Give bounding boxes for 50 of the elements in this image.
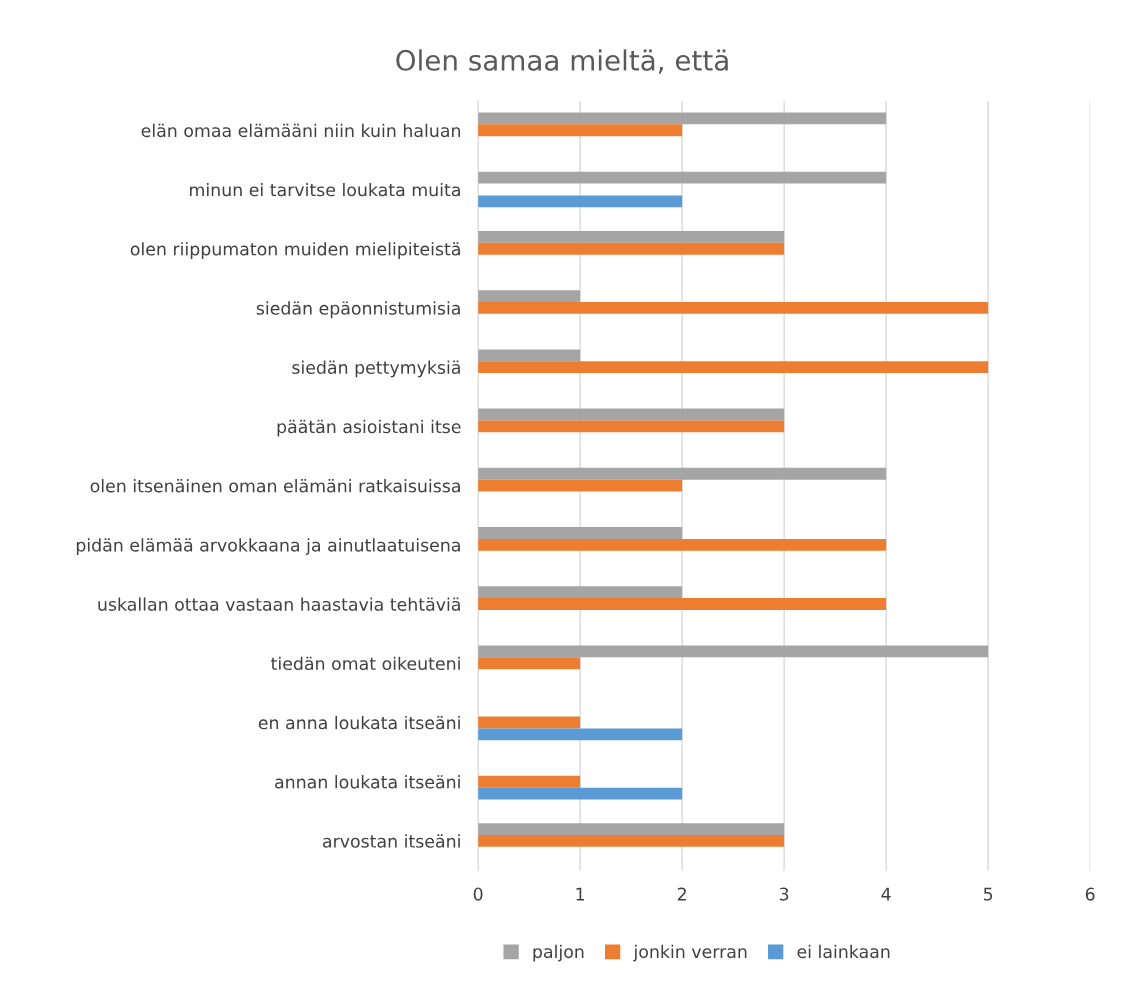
x-tick-label: 2 xyxy=(677,887,686,901)
y-tick-label: olen itsenäinen oman elämäni ratkaisuissa xyxy=(90,479,460,493)
bar xyxy=(478,112,887,125)
bar xyxy=(478,823,785,835)
bar xyxy=(478,645,989,658)
y-tick-label: siedän epäonnistumisia xyxy=(256,301,460,319)
bar xyxy=(478,538,887,551)
y-tick-label: elän omaa elämääni niin kuin haluan xyxy=(141,123,460,138)
bar xyxy=(478,420,785,433)
chart-title: Olen samaa mieltä, että xyxy=(396,49,728,74)
bar xyxy=(478,171,887,184)
y-tick-label: en anna loukata itseäni xyxy=(258,715,460,730)
bar xyxy=(478,408,785,421)
x-tick-label: 1 xyxy=(576,887,585,901)
bar xyxy=(478,835,785,847)
x-tick-label: 0 xyxy=(473,887,483,901)
bar xyxy=(478,195,683,208)
bar xyxy=(478,716,581,729)
y-tick-label: siedän pettymyksiä xyxy=(292,360,460,378)
y-tick-label: annan loukata itseäni xyxy=(275,775,460,789)
y-tick-label: olen riippumaton muiden mielipiteistä xyxy=(130,242,460,259)
x-tick-label: 4 xyxy=(881,887,891,901)
bar xyxy=(478,302,989,314)
x-tick-label: 6 xyxy=(1085,887,1095,901)
y-tick-label: tiedän omat oikeuteni xyxy=(271,656,460,671)
bar xyxy=(478,775,581,788)
bar xyxy=(478,349,581,362)
y-tick-label: päätän asioistani itse xyxy=(277,419,461,437)
bar xyxy=(478,242,785,255)
bar xyxy=(478,787,683,800)
bar xyxy=(478,657,581,670)
y-tick-label: minun ei tarvitse loukata muita xyxy=(190,182,460,197)
x-tick-label: 3 xyxy=(779,887,789,901)
bar xyxy=(478,467,887,480)
bar xyxy=(478,124,683,137)
bar xyxy=(478,586,683,599)
bar xyxy=(478,290,581,303)
bar xyxy=(478,361,989,374)
y-tick-label: arvostan itseäni xyxy=(323,834,460,848)
legend-label: ei lainkaan xyxy=(797,944,890,959)
bar xyxy=(478,598,887,610)
bar xyxy=(478,728,683,741)
legend-label: jonkin verran xyxy=(633,944,747,962)
y-tick-label: uskallan ottaa vastaan haastavia tehtäviä xyxy=(98,597,460,611)
bar xyxy=(478,230,785,243)
legend-label: paljon xyxy=(533,944,584,962)
x-tick-label: 5 xyxy=(983,887,993,901)
bar xyxy=(478,527,683,539)
y-tick-label: pidän elämää arvokkaana ja ainutlaatuisena xyxy=(76,538,460,556)
bar xyxy=(478,479,683,492)
